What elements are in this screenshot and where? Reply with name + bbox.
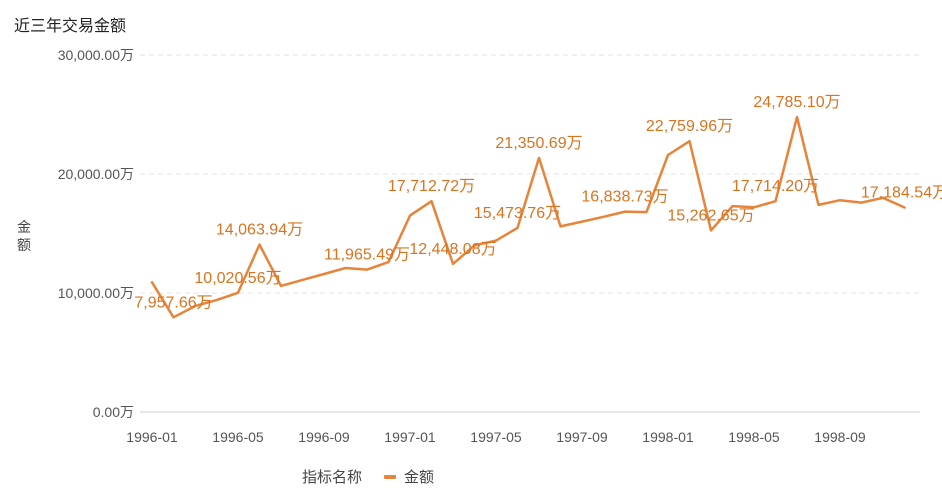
data-point: [623, 210, 627, 214]
data-point: [817, 203, 821, 207]
data-label: 17,184.54万: [861, 185, 942, 202]
data-point: [795, 115, 799, 119]
data-label: 10,020.56万: [194, 270, 281, 287]
data-point: [709, 228, 713, 232]
data-point: [215, 298, 219, 302]
data-point: [537, 156, 541, 160]
x-tick-label: 1998-01: [642, 429, 694, 445]
data-point: [451, 262, 455, 266]
data-label: 15,473.76万: [474, 205, 561, 222]
data-label: 15,262.65万: [667, 207, 754, 224]
data-label: 17,714.20万: [732, 178, 819, 195]
data-label: 17,712.72万: [388, 178, 475, 195]
data-point: [365, 268, 369, 272]
data-point: [903, 206, 907, 210]
chart-title: 近三年交易金额: [14, 18, 127, 35]
y-axis-label: 额: [17, 238, 31, 254]
data-point: [666, 153, 670, 157]
data-label: 16,838.73万: [581, 189, 668, 206]
data-point: [516, 226, 520, 230]
legend-swatch[interactable]: [384, 474, 397, 479]
legend-title: 指标名称: [302, 469, 363, 486]
data-label: 12,448.08万: [409, 241, 496, 258]
data-label: 11,965.49万: [324, 247, 410, 264]
y-tick-label: 10,000.00万: [58, 285, 134, 301]
x-tick-label: 1996-05: [212, 429, 264, 445]
data-point: [645, 210, 649, 214]
x-tick-label: 1998-09: [814, 429, 866, 445]
data-point: [602, 215, 606, 219]
data-point: [301, 278, 305, 282]
data-point: [150, 280, 154, 284]
series-line-金额: [150, 115, 906, 319]
data-label: 24,785.10万: [753, 94, 840, 111]
data-label: 22,759.96万: [646, 118, 733, 135]
data-point: [344, 266, 348, 270]
data-point: [559, 224, 563, 228]
data-point: [838, 198, 842, 202]
x-tick-label: 1996-01: [126, 429, 178, 445]
x-tick-label: 1997-05: [470, 429, 522, 445]
data-label: 14,063.94万: [216, 222, 303, 239]
y-axis-label: 金: [17, 220, 31, 236]
x-tick-label: 1997-01: [384, 429, 436, 445]
data-label: 21,350.69万: [495, 135, 582, 152]
y-tick-label: 30,000.00万: [58, 47, 134, 63]
data-point: [430, 199, 434, 203]
data-point: [408, 214, 412, 218]
legend-label[interactable]: 金额: [404, 469, 435, 486]
data-point: [258, 243, 262, 247]
data-point: [322, 272, 326, 276]
y-tick-label: 0.00万: [93, 404, 134, 420]
data-point: [580, 220, 584, 224]
x-tick-label: 1997-09: [556, 429, 608, 445]
x-tick-label: 1996-09: [298, 429, 350, 445]
data-label: 7,957.66万: [134, 294, 212, 311]
y-tick-label: 20,000.00万: [58, 166, 134, 182]
data-point: [688, 139, 692, 143]
data-point: [172, 315, 176, 319]
data-point: [774, 199, 778, 203]
x-tick-label: 1998-05: [728, 429, 780, 445]
data-point: [236, 291, 240, 295]
legend: 指标名称 金额: [302, 466, 434, 487]
